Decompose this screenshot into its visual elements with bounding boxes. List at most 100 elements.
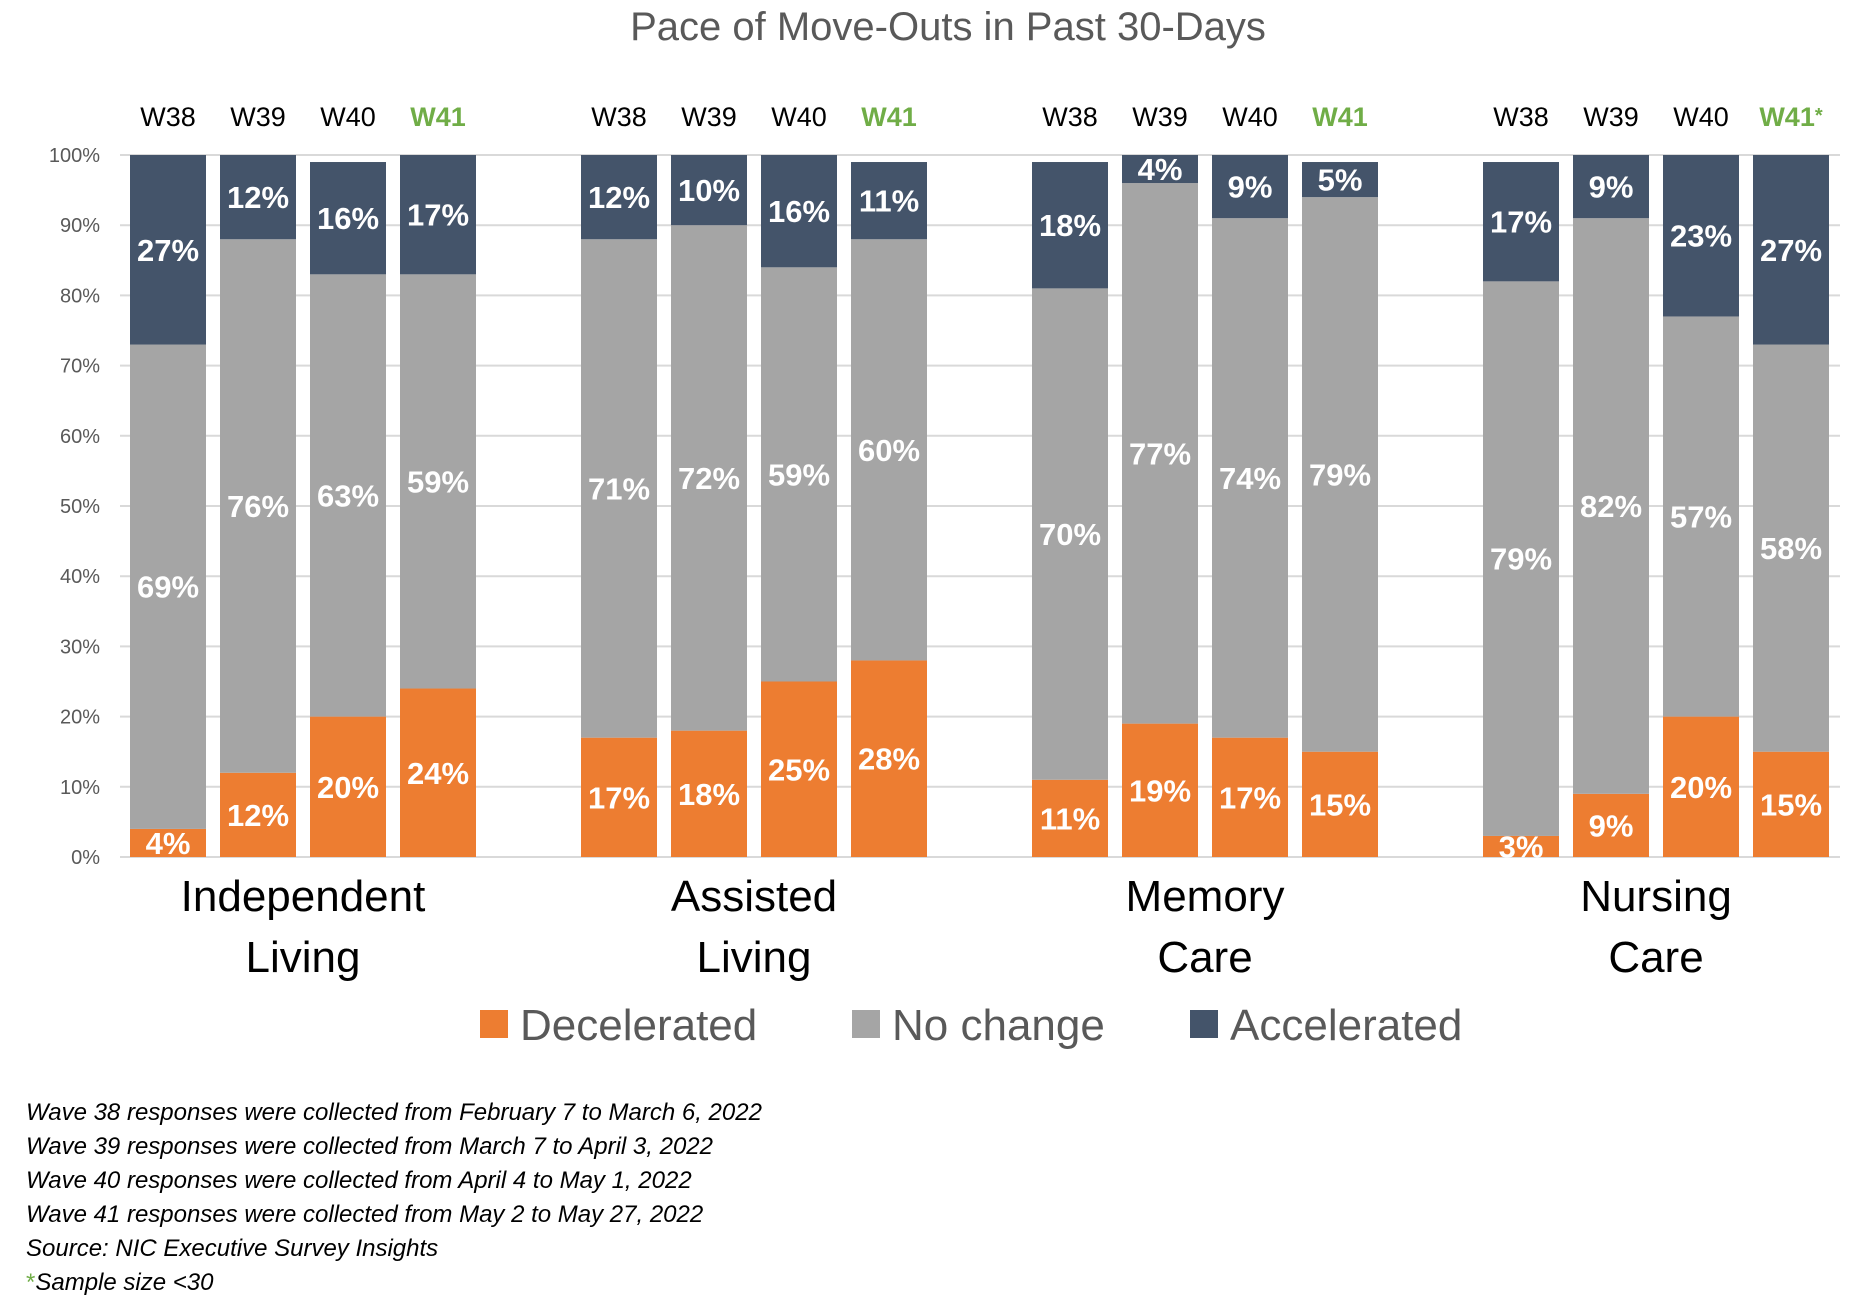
note-source: Source: NIC Executive Survey Insights	[26, 1235, 439, 1262]
bar-segment-no-change	[310, 274, 386, 717]
wave-label: W39	[681, 102, 737, 132]
bar-segment-decelerated	[220, 772, 296, 857]
data-label: 17%	[588, 780, 650, 815]
wave-label: W40	[1673, 102, 1729, 132]
data-label: 59%	[768, 457, 830, 492]
bar-segment-decelerated	[1122, 723, 1198, 857]
wave-label: W39	[1583, 102, 1639, 132]
data-label: 12%	[588, 180, 650, 215]
bar-segment-accelerated	[130, 155, 206, 345]
data-label: 77%	[1129, 436, 1191, 471]
group-label: Care	[1157, 933, 1252, 982]
data-label: 23%	[1670, 219, 1732, 254]
data-label: 63%	[317, 478, 379, 513]
bar-segment-no-change	[761, 267, 837, 682]
y-tick-label: 30%	[60, 636, 100, 658]
bar-segment-accelerated	[1753, 155, 1829, 345]
y-tick-label: 70%	[60, 356, 100, 378]
bar-segment-decelerated	[130, 828, 206, 857]
group-label: Living	[246, 933, 361, 982]
data-label: 28%	[858, 742, 920, 777]
legend-swatch	[480, 1010, 508, 1038]
bar-segment-decelerated	[310, 716, 386, 857]
group-label: Memory	[1126, 872, 1285, 921]
bar-segment-decelerated	[671, 730, 747, 857]
sample-size-text: Sample size <30	[35, 1269, 214, 1296]
wave-label: W41	[1312, 102, 1368, 132]
wave-label: W41*	[1759, 102, 1823, 132]
bar-segment-decelerated	[1032, 779, 1108, 857]
y-tick-label: 0%	[71, 847, 100, 869]
group-labels: Independent Living Assisted Living Memory Car…	[181, 872, 1732, 982]
bar-segment-accelerated	[1483, 162, 1559, 282]
bar-segment-no-change	[1212, 218, 1288, 738]
bar-segment-decelerated	[1753, 751, 1829, 857]
bar-segment-accelerated	[310, 162, 386, 275]
legend-swatch	[852, 1010, 880, 1038]
bar-segment-accelerated	[400, 155, 476, 275]
data-label: 59%	[407, 464, 469, 499]
y-tick-label: 100%	[49, 145, 100, 167]
bar-segment-no-change	[1032, 288, 1108, 780]
bar-segment-accelerated	[1032, 162, 1108, 289]
data-label: 19%	[1129, 773, 1191, 808]
y-tick-label: 10%	[60, 777, 100, 799]
y-tick-label: 50%	[60, 496, 100, 518]
data-label: 16%	[768, 194, 830, 229]
bar-segment-no-change	[1573, 218, 1649, 794]
wave-label: W38	[1042, 102, 1098, 132]
wave-label: W41	[410, 102, 466, 132]
bar-segment-decelerated	[1483, 835, 1559, 857]
y-tick-label: 60%	[60, 426, 100, 448]
data-label: 15%	[1760, 787, 1822, 822]
data-label: 76%	[227, 489, 289, 524]
note-wave-40: Wave 40 responses were collected from Ap…	[26, 1167, 692, 1194]
data-label: 58%	[1760, 531, 1822, 566]
data-label: 18%	[1039, 208, 1101, 243]
data-label: 16%	[317, 201, 379, 236]
data-label: 69%	[137, 570, 199, 605]
data-label: 60%	[858, 433, 920, 468]
bar-segment-accelerated	[1212, 155, 1288, 219]
data-label: 12%	[227, 180, 289, 215]
y-tick-label: 90%	[60, 215, 100, 237]
legend: Decelerated No change Accelerated	[480, 1001, 1462, 1050]
data-label: 27%	[137, 233, 199, 268]
group-label: Assisted	[671, 872, 837, 921]
group-label: Living	[697, 933, 812, 982]
bar-segment-accelerated	[220, 155, 296, 240]
wave-label: W40	[1222, 102, 1278, 132]
legend-swatch	[1190, 1010, 1218, 1038]
wave-label: W38	[591, 102, 647, 132]
bar-segment-accelerated	[1302, 162, 1378, 198]
y-tick-label: 20%	[60, 707, 100, 729]
wave-label: W40	[320, 102, 376, 132]
bar-segment-no-change	[130, 344, 206, 829]
bar-segment-no-change	[851, 239, 927, 661]
footnotes: Wave 38 responses were collected from Fe…	[26, 1096, 762, 1300]
data-label: 72%	[678, 461, 740, 496]
y-tick-label: 80%	[60, 285, 100, 307]
data-label: 20%	[317, 770, 379, 805]
note-sample-size: *Sample size <30	[26, 1266, 762, 1300]
data-label: 27%	[1760, 233, 1822, 268]
data-label: 11%	[859, 184, 919, 219]
data-label: 9%	[1228, 170, 1273, 205]
bar-segment-decelerated	[1663, 716, 1739, 857]
bar-segment-accelerated	[1573, 155, 1649, 219]
data-label: 20%	[1670, 770, 1732, 805]
y-tick-label: 40%	[60, 566, 100, 588]
data-label: 10%	[678, 173, 740, 208]
bar-segment-no-change	[1753, 344, 1829, 752]
data-label: 17%	[407, 198, 469, 233]
data-label: 79%	[1309, 457, 1371, 492]
bar-segment-no-change	[220, 239, 296, 773]
note-wave-41: Wave 41 responses were collected from Ma…	[26, 1201, 704, 1228]
legend-label: Accelerated	[1230, 1001, 1462, 1050]
data-label: 70%	[1039, 517, 1101, 552]
bar-segment-no-change	[1483, 281, 1559, 836]
group-label: Independent	[181, 872, 426, 921]
bar-segment-accelerated	[671, 155, 747, 226]
wave-label: W38	[1493, 102, 1549, 132]
